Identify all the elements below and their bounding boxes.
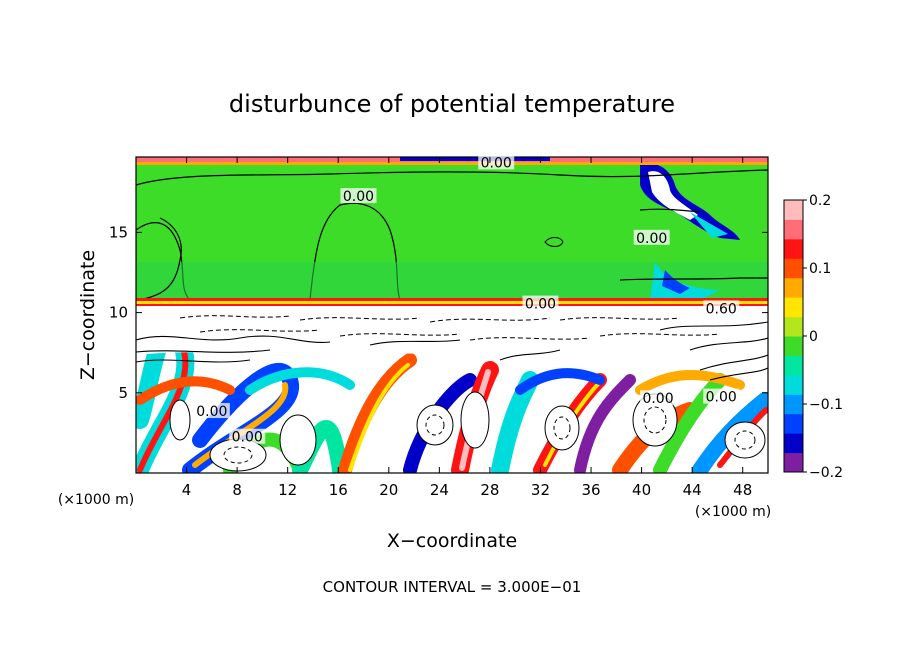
white-vortices bbox=[169, 391, 766, 472]
colorbar-swatch bbox=[784, 277, 803, 298]
x-tick-label: 20 bbox=[379, 481, 398, 499]
x-unit-right: (×1000 m) bbox=[695, 504, 771, 520]
contour-label-box bbox=[633, 229, 670, 245]
contour-label: 0.60 bbox=[706, 301, 737, 317]
x-tick-label: 16 bbox=[329, 481, 348, 499]
plot-frame bbox=[135, 156, 769, 474]
contour-label: 0.00 bbox=[642, 391, 673, 407]
colorbar-tick-label: 0.1 bbox=[809, 261, 831, 277]
contour-label-box bbox=[640, 390, 677, 406]
y-tick-label: 5 bbox=[118, 384, 128, 402]
x-tick-label: 4 bbox=[182, 481, 192, 499]
contour-labels: 0.00 0.00 0.00 0.00 0.60 0.00 0.00 0.00 0.00 bbox=[193, 154, 740, 446]
contour-label: 0.00 bbox=[525, 297, 556, 313]
colorbar-swatch bbox=[784, 219, 803, 240]
contour-label: 0.00 bbox=[196, 404, 227, 420]
contour-label-box bbox=[229, 428, 266, 444]
contour-label-box bbox=[703, 388, 740, 404]
contour-label: 0.00 bbox=[232, 430, 263, 446]
x-tick-label: 12 bbox=[278, 481, 297, 499]
contour-label-box bbox=[340, 188, 377, 204]
x-tick-label: 44 bbox=[683, 481, 702, 499]
x-tick-label: 32 bbox=[531, 481, 550, 499]
contour-label-box bbox=[478, 154, 515, 170]
contour-label: 0.00 bbox=[481, 155, 512, 171]
colorbar-swatch bbox=[784, 394, 803, 415]
x-tick-label: 40 bbox=[632, 481, 651, 499]
upper-field-patches bbox=[136, 157, 768, 301]
colorbar-swatch bbox=[784, 297, 803, 318]
x-tick-label: 8 bbox=[232, 481, 242, 499]
colorbar-swatch bbox=[784, 374, 803, 395]
colorbar-swatch bbox=[784, 238, 803, 259]
vortex-dashed-contours bbox=[223, 406, 756, 464]
upper-contour-lines bbox=[136, 169, 768, 301]
colorbar-swatch bbox=[784, 258, 803, 279]
contour-label-box bbox=[522, 295, 559, 311]
contour-label: 0.00 bbox=[636, 231, 667, 247]
chart-title: disturbunce of potential temperature bbox=[229, 90, 675, 118]
colorbar-tick-label: 0.2 bbox=[809, 193, 831, 209]
y-tick-label: 10 bbox=[109, 304, 128, 322]
contour-label-box bbox=[703, 300, 740, 316]
colorbar-swatch bbox=[784, 316, 803, 337]
colorbar-swatch bbox=[784, 452, 803, 473]
contour-label: 0.00 bbox=[343, 189, 374, 205]
colorbar-swatch bbox=[784, 200, 803, 220]
colorbar-swatch bbox=[784, 355, 803, 376]
plot-area bbox=[136, 157, 768, 473]
colorbar-tick-label: 0 bbox=[809, 329, 818, 345]
contour-label-box bbox=[193, 403, 230, 419]
x-axis: 4 8 12 16 20 24 28 32 36 40 44 48 bbox=[182, 157, 752, 499]
colorbar-tick-label: −0.2 bbox=[809, 465, 843, 481]
colorbar-tick-label: −0.1 bbox=[809, 397, 843, 413]
colorbar-swatch bbox=[784, 413, 803, 434]
x-tick-label: 28 bbox=[480, 481, 499, 499]
y-axis-label: Z−coordinate bbox=[77, 250, 99, 380]
colorbar-swatch bbox=[784, 433, 803, 454]
x-tick-label: 48 bbox=[733, 481, 752, 499]
contour-interval-note: CONTOUR INTERVAL = 3.000E−01 bbox=[323, 578, 582, 596]
colorbar-swatch bbox=[784, 336, 803, 356]
interface-band bbox=[136, 298, 768, 381]
colorbar: 0.2 0.1 0 −0.1 −0.2 bbox=[783, 193, 843, 481]
x-unit-left: (×1000 m) bbox=[58, 492, 134, 508]
y-axis: 5 10 15 bbox=[109, 223, 768, 402]
y-tick-label: 15 bbox=[109, 223, 128, 241]
x-axis-label: X−coordinate bbox=[387, 530, 517, 552]
x-tick-label: 36 bbox=[581, 481, 600, 499]
contour-label: 0.00 bbox=[706, 390, 737, 406]
x-tick-label: 24 bbox=[430, 481, 449, 499]
